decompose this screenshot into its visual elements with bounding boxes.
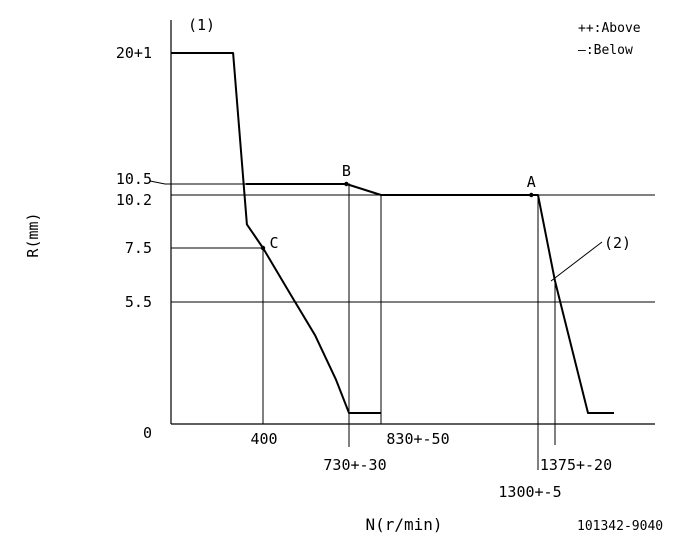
point-a <box>529 192 534 198</box>
annotation-2-leader <box>550 241 603 282</box>
legend-below: —:Below <box>578 43 633 58</box>
marked-points: A B C <box>260 162 536 252</box>
x-tick-label: 730+-30 <box>323 456 386 474</box>
annotation-1: (1) <box>188 16 215 34</box>
legend-above: ++:Above <box>578 21 641 36</box>
point-c <box>260 245 266 251</box>
annotation-2: (2) <box>604 234 631 252</box>
point-b <box>344 181 349 187</box>
y-tick-label: 10.2 <box>116 191 152 209</box>
point-label-a: A <box>527 173 536 191</box>
reference-lines <box>149 180 655 470</box>
x-axis-label: N(r/min) <box>365 515 442 534</box>
series-lines <box>171 52 614 414</box>
y-tick-label: 0 <box>143 424 152 442</box>
point-label-b: B <box>342 162 351 180</box>
y-tick-label: 20+1 <box>116 44 152 62</box>
y-tick-label: 10.5 <box>116 170 152 188</box>
x-tick-label: 1375+-20 <box>540 456 612 474</box>
point-label-c: C <box>269 234 278 252</box>
series-line-1 <box>171 52 381 414</box>
x-tick-label: 830+-50 <box>386 430 449 448</box>
y-tick-label: 7.5 <box>125 239 152 257</box>
x-tick-label: 400 <box>250 430 277 448</box>
series-line-2 <box>245 183 614 414</box>
x-tick-label: 1300+-5 <box>498 483 561 501</box>
y-tick-label: 5.5 <box>125 293 152 311</box>
y-tick-labels: 20+1 10.5 10.2 7.5 5.5 0 <box>116 44 152 442</box>
figure-id: 101342-9040 <box>577 519 663 534</box>
y-axis-label: R(mm) <box>24 212 42 257</box>
